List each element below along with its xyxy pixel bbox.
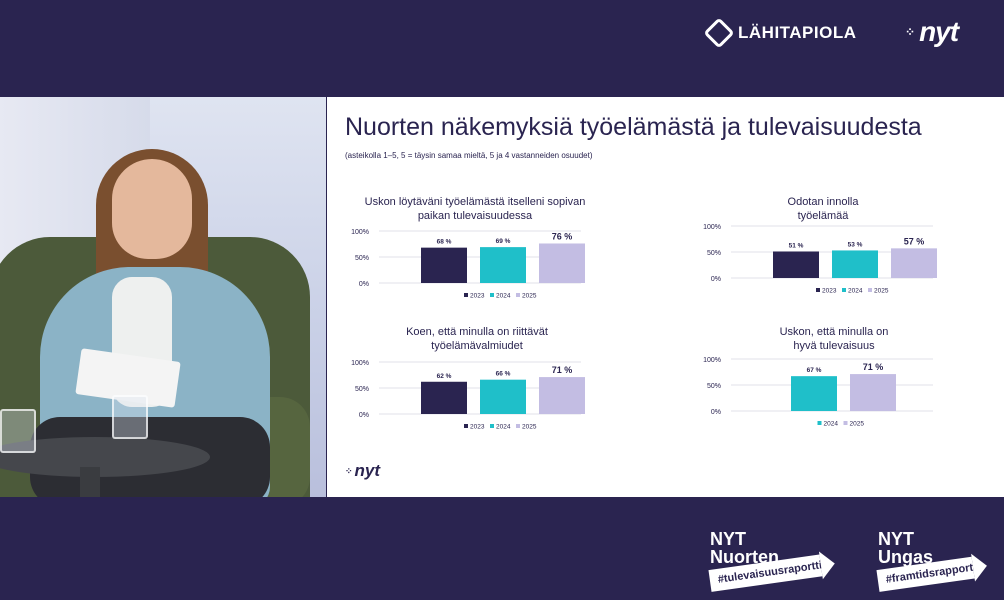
dots-icon: ⁘ [905,25,916,39]
legend-label: 2025 [850,421,865,428]
bar-2024 [480,247,526,283]
speaker-head [112,159,192,259]
data-label: 71 % [863,362,884,372]
chart-3: 100% 50% 0% 62 % 66 % 71 % 2023 2024 2025 [351,360,585,431]
chart-title-line: hyvä tulevaisuus [793,340,875,352]
legend-swatch [817,421,822,425]
sponsor-logo: LÄHITAPIOLA [703,17,857,49]
slide-subtitle: (asteikolla 1–5, 5 = täysin samaa mieltä… [345,151,593,160]
water-glass [0,409,36,453]
badge-line: NYT [710,529,746,549]
bar-2023 [421,381,467,414]
legend-swatch [868,288,872,292]
legend-swatch [490,424,494,428]
legend-label: 2025 [522,424,537,431]
slide-footer-logo-text: nyt [354,461,381,480]
y-tick-label: 50% [707,383,721,390]
legend-label: 2023 [470,293,485,300]
brand-logo: ⁘ nyt [905,16,959,48]
badge-line: NYT [878,529,914,549]
data-label: 76 % [552,231,573,241]
diamond-logo-icon [703,17,735,49]
bar-2023 [421,247,467,283]
bar-2025 [850,374,896,411]
chart-title-2: Odotan innolla työelämää [743,195,903,223]
y-tick-label: 100% [351,360,369,367]
chart-title-line: Odotan innolla [787,196,859,208]
data-label: 67 % [807,367,822,374]
speaker-video [0,97,326,497]
slide-title: Nuorten näkemyksiä työelämästä ja tuleva… [345,113,922,141]
y-tick-label: 50% [707,250,721,257]
legend-swatch [490,293,494,297]
y-tick-label: 100% [351,229,369,236]
bar-2023 [773,251,819,278]
y-tick-label: 0% [359,281,369,288]
legend-swatch [516,424,520,428]
data-label: 66 % [496,371,511,378]
badge-line: Ungas [878,547,934,567]
legend-label: 2025 [522,293,537,300]
data-label: 57 % [904,236,925,246]
chart-title-line: Uskon löytäväni työelämästä itselleni so… [364,196,586,208]
chart-title-3: Koen, että minulla on riittävät työelämä… [367,325,587,353]
report-badge-fi: NYT Nuorten #tulevaisuusraportti [708,529,823,592]
y-tick-label: 0% [711,409,721,416]
dots-icon: ⁘ [345,465,353,476]
bar-2025 [539,243,585,283]
legend-swatch [816,288,820,292]
chart-2: 100% 50% 0% 51 % 53 % 57 % 2023 2024 2025 [703,224,937,295]
legend-swatch [464,424,468,428]
water-glass [112,395,148,439]
data-label: 71 % [552,365,573,375]
y-tick-label: 0% [711,276,721,283]
brand-logo-text: nyt [919,16,959,47]
legend-swatch [516,293,520,297]
top-band [0,0,1004,97]
data-label: 53 % [848,241,863,248]
legend-label: 2025 [874,288,889,295]
chart-title-line: työelämää [797,210,849,222]
bottom-band [0,497,1004,600]
presentation-slide: Nuorten näkemyksiä työelämästä ja tuleva… [327,97,1004,497]
data-label: 51 % [789,242,804,249]
chart-1: 100% 50% 0% 68 % 69 % 76 % 2023 2024 2025 [351,229,585,300]
side-table-leg [80,467,100,497]
bar-2024 [480,379,526,414]
legend-label: 2024 [496,293,511,300]
y-tick-label: 100% [703,224,721,231]
chart-4: 100% 50% 0% 67 % 71 % 2024 2025 [703,357,933,428]
legend-swatch [464,293,468,297]
slide-footer-logo: ⁘ nyt [345,461,380,481]
y-tick-label: 100% [703,357,721,364]
legend-swatch [843,421,848,425]
chart-title-1: Uskon löytäväni työelämästä itselleni so… [347,195,603,223]
data-label: 62 % [437,373,452,380]
bar-2025 [539,377,585,414]
legend-label: 2023 [822,288,837,295]
legend-label: 2024 [848,288,863,295]
legend-label: 2023 [470,424,485,431]
bar-2024 [832,250,878,278]
chart-title-4: Uskon, että minulla on hyvä tulevaisuus [759,325,909,353]
chart-title-line: paikan tulevaisuudessa [417,210,533,222]
bar-2024 [791,376,837,411]
sponsor-logo-text: LÄHITAPIOLA [738,23,857,42]
report-badge-sv: NYT Ungas #framtidsrapport [876,529,975,592]
chart-title-line: Koen, että minulla on riittävät [406,326,548,338]
y-tick-label: 0% [359,412,369,419]
y-tick-label: 50% [355,386,369,393]
data-label: 69 % [496,238,511,245]
bar-2025 [891,248,937,278]
chart-title-line: Uskon, että minulla on [779,326,889,338]
legend-label: 2024 [496,424,511,431]
legend-label: 2024 [824,421,839,428]
chart-title-line: työelämävalmiudet [431,340,523,352]
legend-swatch [842,288,846,292]
data-label: 68 % [437,239,452,246]
y-tick-label: 50% [355,255,369,262]
